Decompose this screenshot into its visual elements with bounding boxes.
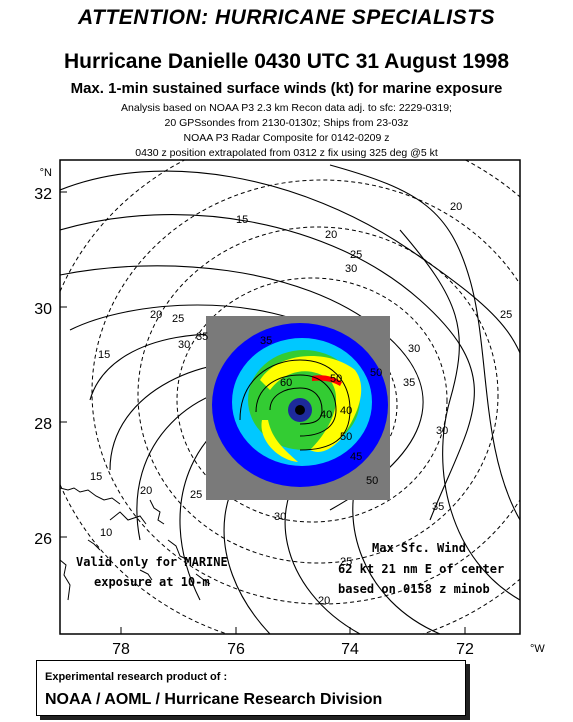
contour-label: 10: [100, 527, 112, 539]
storm-center: [295, 405, 305, 415]
coastline: [60, 487, 211, 601]
contour-label: 30: [408, 343, 420, 355]
analysis-info-line: Analysis based on NOAA P3 2.3 km Recon d…: [121, 102, 452, 114]
annotation-line: Valid only for MARINE: [76, 555, 228, 569]
contour-label: 55: [525, 249, 537, 261]
credit-line-2: NOAA / AOML / Hurricane Research Divisio…: [45, 691, 383, 708]
contour-label: 25: [190, 489, 202, 501]
contour-label: 25: [340, 556, 352, 568]
latitude-labels: 32 30 28 26: [34, 186, 52, 548]
analysis-info-line: 20 GPSsondes from 2130-0130z; Ships from…: [164, 117, 409, 129]
contour-label: 35: [196, 331, 208, 343]
contour-labels: 15 20 25 30 35 20 25 30 15 20 25 30 35 1…: [90, 201, 537, 607]
map-content: 15 20 25 30 35 20 25 30 15 20 25 30 35 1…: [60, 160, 537, 634]
credit-box: Experimental research product of : NOAA …: [36, 660, 466, 716]
radar-composite: [206, 316, 390, 500]
radar-echo-intense: [312, 375, 342, 386]
annotation-line: exposure at 10-m: [94, 575, 210, 589]
longitude-labels: 78 76 74 72: [112, 641, 474, 655]
page-title: Hurricane Danielle 0430 UTC 31 August 19…: [63, 50, 510, 73]
contour-label: 40: [340, 405, 352, 417]
contour-label: 35: [260, 335, 272, 347]
annotation-line: 62 kt 21 nm E of center: [338, 562, 504, 576]
annotation-left: Valid only for MARINE exposure at 10-m: [76, 555, 228, 589]
radar-echo-heavy: [261, 420, 298, 462]
lat-tick-label: 32: [34, 186, 52, 203]
annotation-right: Max Sfc. Wind 62 kt 21 nm E of center ba…: [338, 541, 504, 596]
lat-tick-label: 30: [34, 301, 52, 318]
contour-label: 30: [274, 511, 286, 523]
contour-label: 50: [330, 373, 342, 385]
radar-streamlines: [239, 359, 351, 451]
map-frame: [59, 159, 521, 635]
contour-label: 20: [325, 229, 337, 241]
contour-label: 40: [320, 409, 332, 421]
contour-label: 35: [432, 501, 444, 513]
lat-tick-label: 26: [34, 531, 52, 548]
attention-heading: ATTENTION: HURRICANE SPECIALISTS: [78, 6, 495, 29]
contour-label: 30: [345, 263, 357, 275]
analysis-info-line: NOAA P3 Radar Composite for 0142-0209 z: [183, 132, 390, 144]
analysis-info-line: 0430 z position extrapolated from 0312 z…: [135, 147, 438, 159]
contour-label: 25: [500, 309, 512, 321]
page-subtitle: Max. 1-min sustained surface winds (kt) …: [70, 80, 503, 97]
credit-line-1: Experimental research product of :: [45, 671, 228, 683]
lon-tick-label: 72: [456, 641, 474, 655]
lat-unit-label: °N: [40, 167, 52, 179]
contour-label: 50: [370, 367, 382, 379]
lon-tick-label: 76: [227, 641, 245, 655]
contour-label: 20: [150, 309, 162, 321]
lon-unit-label: °W: [530, 643, 545, 655]
lat-tick-label: 28: [34, 416, 52, 433]
contour-label: 20: [140, 485, 152, 497]
axis-ticks: [60, 191, 466, 634]
lon-tick-label: 78: [112, 641, 130, 655]
wind-analysis-map: 15 20 25 30 35 20 25 30 15 20 25 30 35 1…: [34, 159, 545, 655]
lon-tick-label: 74: [341, 641, 359, 655]
contour-label: 50: [340, 431, 352, 443]
annotation-line: Max Sfc. Wind: [372, 541, 466, 555]
contour-label: 30: [178, 339, 190, 351]
contour-label: 20: [318, 595, 330, 607]
contour-label: 15: [236, 214, 248, 226]
contour-label: 15: [98, 349, 110, 361]
annotation-line: based on 0158 z minob: [338, 582, 490, 596]
contour-label: 25: [172, 313, 184, 325]
contour-label: 35: [403, 377, 415, 389]
contour-label: 20: [450, 201, 462, 213]
contour-label: 15: [90, 471, 102, 483]
contour-label: 45: [350, 451, 362, 463]
contour-label: 60: [280, 377, 292, 389]
contour-label: 50: [366, 475, 378, 487]
contour-label: 30: [436, 425, 448, 437]
contour-label: 25: [350, 249, 362, 261]
